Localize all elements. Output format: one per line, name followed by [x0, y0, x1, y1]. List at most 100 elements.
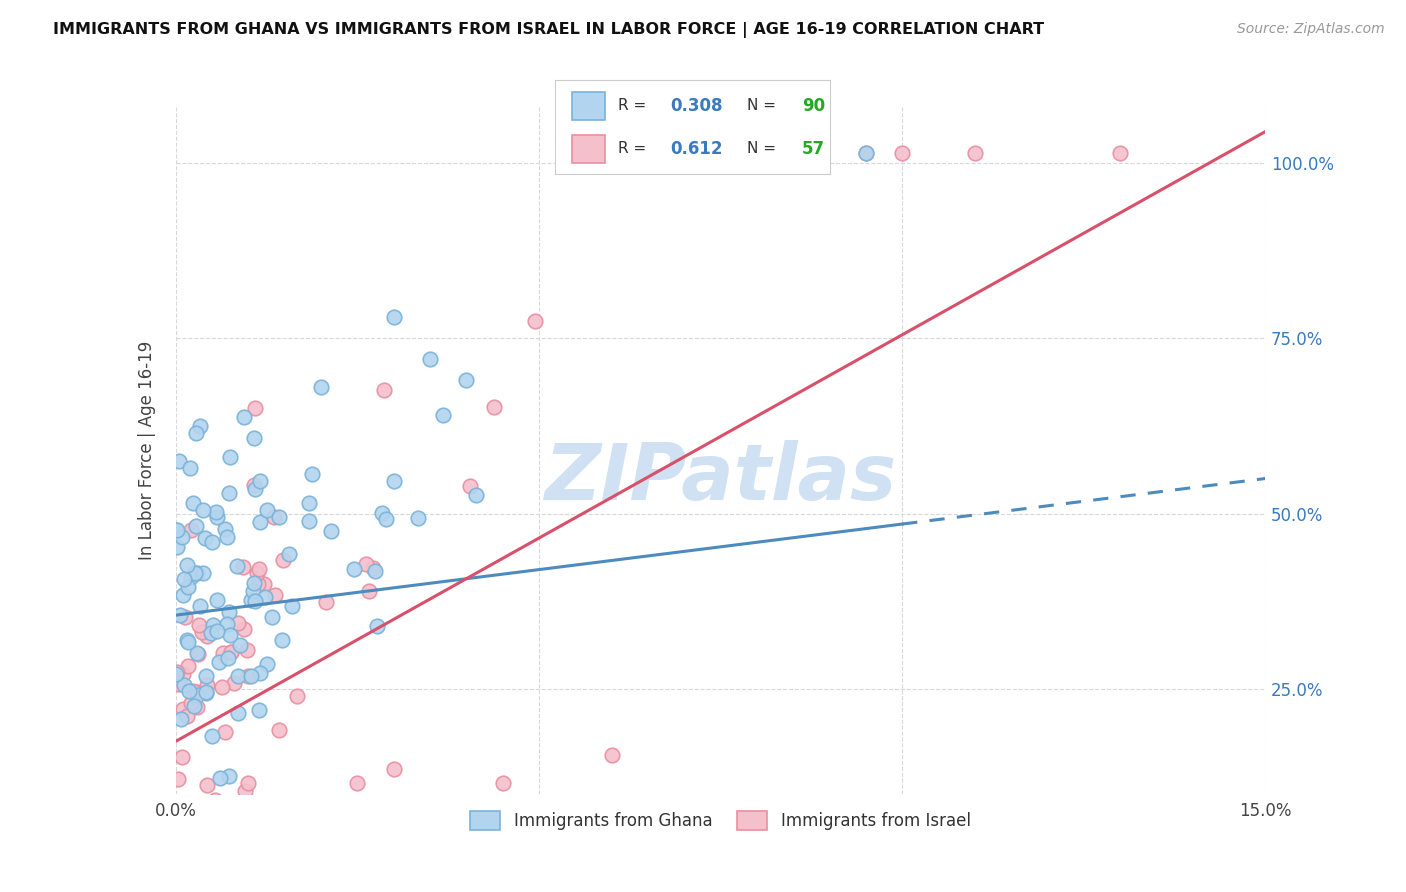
- Point: [172, 666, 194, 681]
- Point: [184, 426, 207, 441]
- Point: [745, 145, 768, 160]
- Point: [243, 432, 266, 446]
- Point: [263, 510, 285, 524]
- Point: [232, 409, 254, 424]
- Point: [267, 510, 290, 524]
- Point: [191, 566, 214, 580]
- Point: [211, 680, 233, 694]
- Point: [211, 646, 233, 660]
- Point: [194, 531, 217, 545]
- Text: ZIPatlas: ZIPatlas: [544, 440, 897, 516]
- Point: [183, 698, 205, 713]
- Point: [373, 383, 395, 397]
- Point: [263, 588, 285, 602]
- Point: [179, 684, 201, 698]
- Point: [374, 512, 396, 526]
- Point: [205, 592, 228, 607]
- Point: [218, 606, 240, 620]
- Point: [181, 495, 204, 509]
- Point: [281, 599, 304, 613]
- Point: [201, 535, 224, 549]
- Point: [267, 723, 290, 737]
- Point: [177, 580, 200, 594]
- Point: [165, 667, 187, 681]
- Point: [186, 646, 208, 660]
- Point: [364, 564, 387, 578]
- Point: [464, 488, 486, 502]
- Point: [181, 683, 204, 698]
- Point: [207, 624, 229, 639]
- Point: [188, 796, 211, 810]
- Point: [195, 685, 218, 699]
- Point: [219, 450, 242, 465]
- Point: [346, 776, 368, 790]
- Point: [170, 749, 193, 764]
- Point: [482, 401, 505, 415]
- Point: [343, 562, 366, 576]
- Point: [166, 772, 188, 786]
- Point: [359, 584, 381, 599]
- Point: [456, 373, 478, 387]
- Point: [202, 617, 225, 632]
- Point: [186, 688, 208, 702]
- Point: [301, 467, 323, 481]
- Point: [1109, 145, 1132, 160]
- Point: [371, 506, 394, 520]
- Point: [245, 594, 267, 608]
- Point: [768, 145, 790, 160]
- Point: [172, 701, 194, 715]
- Point: [382, 762, 405, 776]
- Text: 90: 90: [801, 96, 825, 114]
- Point: [226, 558, 249, 573]
- Point: [190, 599, 212, 613]
- Point: [600, 748, 623, 763]
- Point: [197, 678, 219, 692]
- Point: [187, 618, 209, 632]
- Point: [174, 610, 197, 624]
- Point: [256, 502, 278, 516]
- Point: [176, 708, 198, 723]
- Point: [172, 531, 194, 545]
- Point: [363, 560, 385, 574]
- Point: [166, 540, 188, 554]
- Point: [247, 562, 270, 576]
- Point: [221, 644, 243, 658]
- Point: [166, 665, 188, 680]
- Legend: Immigrants from Ghana, Immigrants from Israel: Immigrants from Ghana, Immigrants from I…: [464, 805, 977, 837]
- Point: [238, 776, 260, 790]
- Point: [240, 592, 263, 607]
- Point: [236, 668, 259, 682]
- Point: [201, 729, 224, 743]
- Text: 0.308: 0.308: [671, 96, 723, 114]
- Point: [524, 314, 547, 328]
- Point: [243, 401, 266, 415]
- Point: [187, 648, 209, 662]
- Point: [214, 725, 236, 739]
- Point: [224, 676, 246, 690]
- Point: [232, 622, 254, 636]
- Point: [246, 566, 269, 581]
- Bar: [572, 92, 605, 120]
- Point: [855, 145, 877, 160]
- Point: [271, 632, 294, 647]
- Point: [963, 145, 986, 160]
- Point: [382, 475, 405, 489]
- Point: [167, 454, 190, 468]
- Point: [309, 380, 332, 394]
- Point: [406, 511, 429, 525]
- Point: [180, 696, 202, 710]
- Point: [242, 576, 264, 591]
- Text: Source: ZipAtlas.com: Source: ZipAtlas.com: [1237, 22, 1385, 37]
- Point: [204, 793, 226, 807]
- Text: 0.612: 0.612: [671, 140, 723, 158]
- Point: [201, 830, 224, 845]
- Point: [200, 626, 222, 640]
- Point: [229, 638, 252, 652]
- Point: [419, 352, 441, 367]
- Point: [253, 576, 276, 591]
- Point: [186, 566, 208, 580]
- Point: [256, 657, 278, 672]
- Point: [249, 665, 271, 680]
- Point: [184, 566, 207, 580]
- Point: [194, 669, 217, 683]
